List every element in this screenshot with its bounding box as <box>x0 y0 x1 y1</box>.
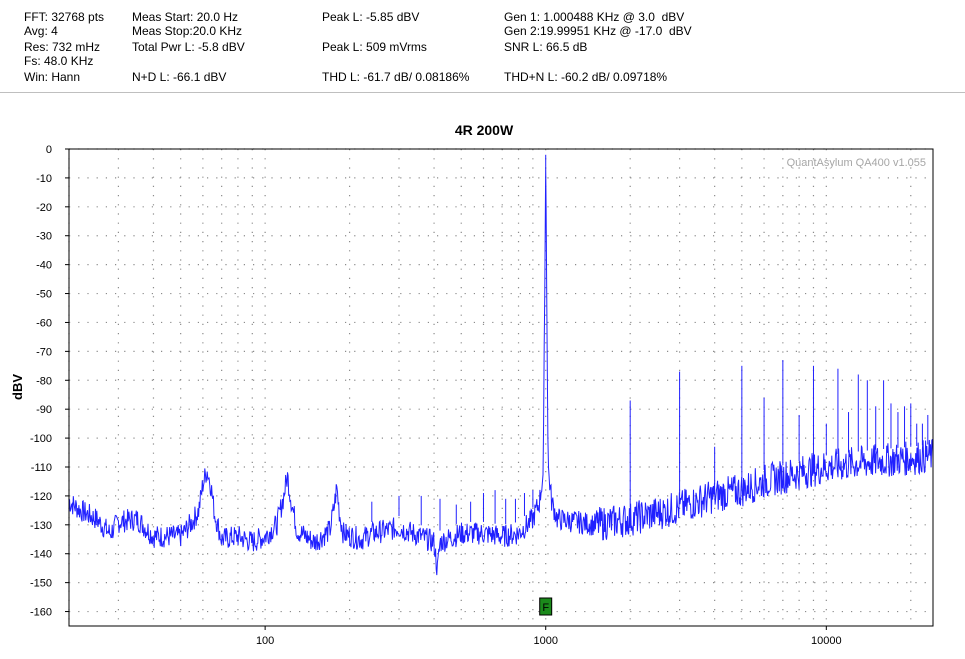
thd: THD L: -61.7 dB/ 0.08186% <box>322 70 470 84</box>
noise-floor-trace <box>68 166 934 576</box>
total-power: Total Pwr L: -5.8 dBV <box>132 40 245 54</box>
x-tick-label: 10000 <box>811 635 842 647</box>
y-tick-label: -90 <box>36 404 52 416</box>
y-tick-label: -70 <box>36 346 52 358</box>
harmonic-spikes <box>371 154 929 531</box>
generator-2: Gen 2:19.99951 KHz @ -17.0 dBV <box>504 24 692 38</box>
y-tick-label: -60 <box>36 317 52 329</box>
averaging: Avg: 4 <box>24 24 58 38</box>
y-tick-label: -10 <box>36 173 52 185</box>
window-type: Win: Hann <box>24 70 81 84</box>
x-axis: 100 1000 10000 <box>256 626 842 647</box>
y-tick-label: -20 <box>36 202 52 214</box>
measurement-header: FFT: 32768 pts Avg: 4 Res: 732 mHz Fs: 4… <box>0 0 965 86</box>
y-tick-label: -30 <box>36 231 52 243</box>
fft-size: FFT: 32768 pts <box>24 10 105 24</box>
y-tick-label: -100 <box>30 433 52 445</box>
snr: SNR L: 66.5 dB <box>504 40 588 54</box>
x-tick-label: 100 <box>256 635 274 647</box>
plot-frame <box>68 148 934 627</box>
marker-box <box>539 597 553 616</box>
chart-title: 4R 200W <box>455 122 514 138</box>
thd-plus-noise: THD+N L: -60.2 dB/ 0.09718% <box>504 70 668 84</box>
y-tick-label: -40 <box>36 260 52 272</box>
y-tick-label: -110 <box>31 462 52 474</box>
sample-rate: Fs: 48.0 KHz <box>24 54 94 68</box>
meas-start: Meas Start: 20.0 Hz <box>132 10 239 24</box>
x-tick-label: 1000 <box>533 635 557 647</box>
watermark: QuantAsylum QA400 v1.055 <box>787 157 926 169</box>
resolution: Res: 732 mHz <box>24 40 101 54</box>
header-divider <box>0 92 965 93</box>
meas-stop: Meas Stop:20.0 KHz <box>132 24 243 38</box>
y-tick-label: -160 <box>30 607 52 619</box>
y-axis: 0 -10 -20 -30 -40 -50 -60 -70 -80 -90 -100 -110 -120… <box>30 144 69 619</box>
y-tick-label: -50 <box>36 289 52 301</box>
marker-label: F <box>542 602 549 614</box>
y-tick-label: 0 <box>46 144 52 156</box>
y-tick-label: -120 <box>30 491 52 503</box>
y-tick-label: -140 <box>30 549 52 561</box>
generator-1: Gen 1: 1.000488 KHz @ 3.0 dBV <box>504 10 685 24</box>
y-tick-label: -80 <box>36 375 52 387</box>
y-tick-label: -130 <box>30 520 52 532</box>
y-axis-label: dBV <box>10 374 25 400</box>
y-tick-label: -150 <box>30 578 52 590</box>
peak-dbv: Peak L: -5.85 dBV <box>322 10 420 24</box>
peak-mvrms: Peak L: 509 mVrms <box>322 40 427 54</box>
fundamental-marker[interactable]: F <box>539 597 553 616</box>
noise-distortion: N+D L: -66.1 dBV <box>132 70 227 84</box>
grid <box>68 148 933 626</box>
